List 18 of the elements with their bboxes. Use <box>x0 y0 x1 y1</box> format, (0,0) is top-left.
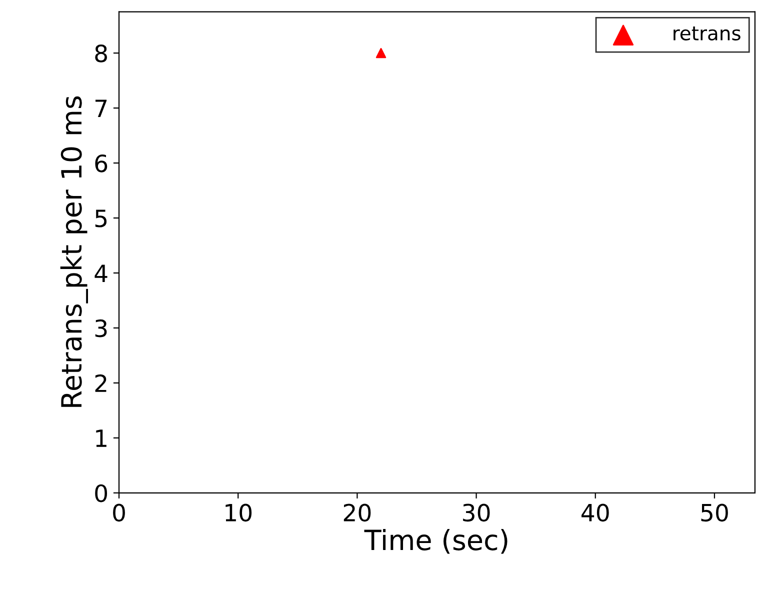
x-tick-label: 0 <box>113 504 125 522</box>
x-tick-label: 20 <box>344 504 371 522</box>
y-tick-label: 3 <box>95 319 107 338</box>
y-tick-label: 4 <box>94 264 108 282</box>
x-axis-title: Time (sec) <box>364 528 508 554</box>
legend-label: retrans <box>674 26 740 40</box>
y-tick-label: 2 <box>95 374 106 392</box>
x-tick-label: 10 <box>226 504 252 522</box>
y-tick-label: 5 <box>95 210 107 228</box>
y-tick-label: 1 <box>96 430 106 447</box>
y-tick-label: 0 <box>95 484 108 502</box>
x-tick-label: 50 <box>701 504 728 522</box>
x-tick-label: 30 <box>463 504 490 522</box>
y-tick-label: 6 <box>95 154 108 172</box>
y-tick-label: 7 <box>96 100 107 118</box>
y-axis-title: Retrans_pkt per 10 ms <box>60 96 88 407</box>
x-tick-label: 40 <box>582 504 609 522</box>
y-tick-label: 8 <box>95 44 107 62</box>
